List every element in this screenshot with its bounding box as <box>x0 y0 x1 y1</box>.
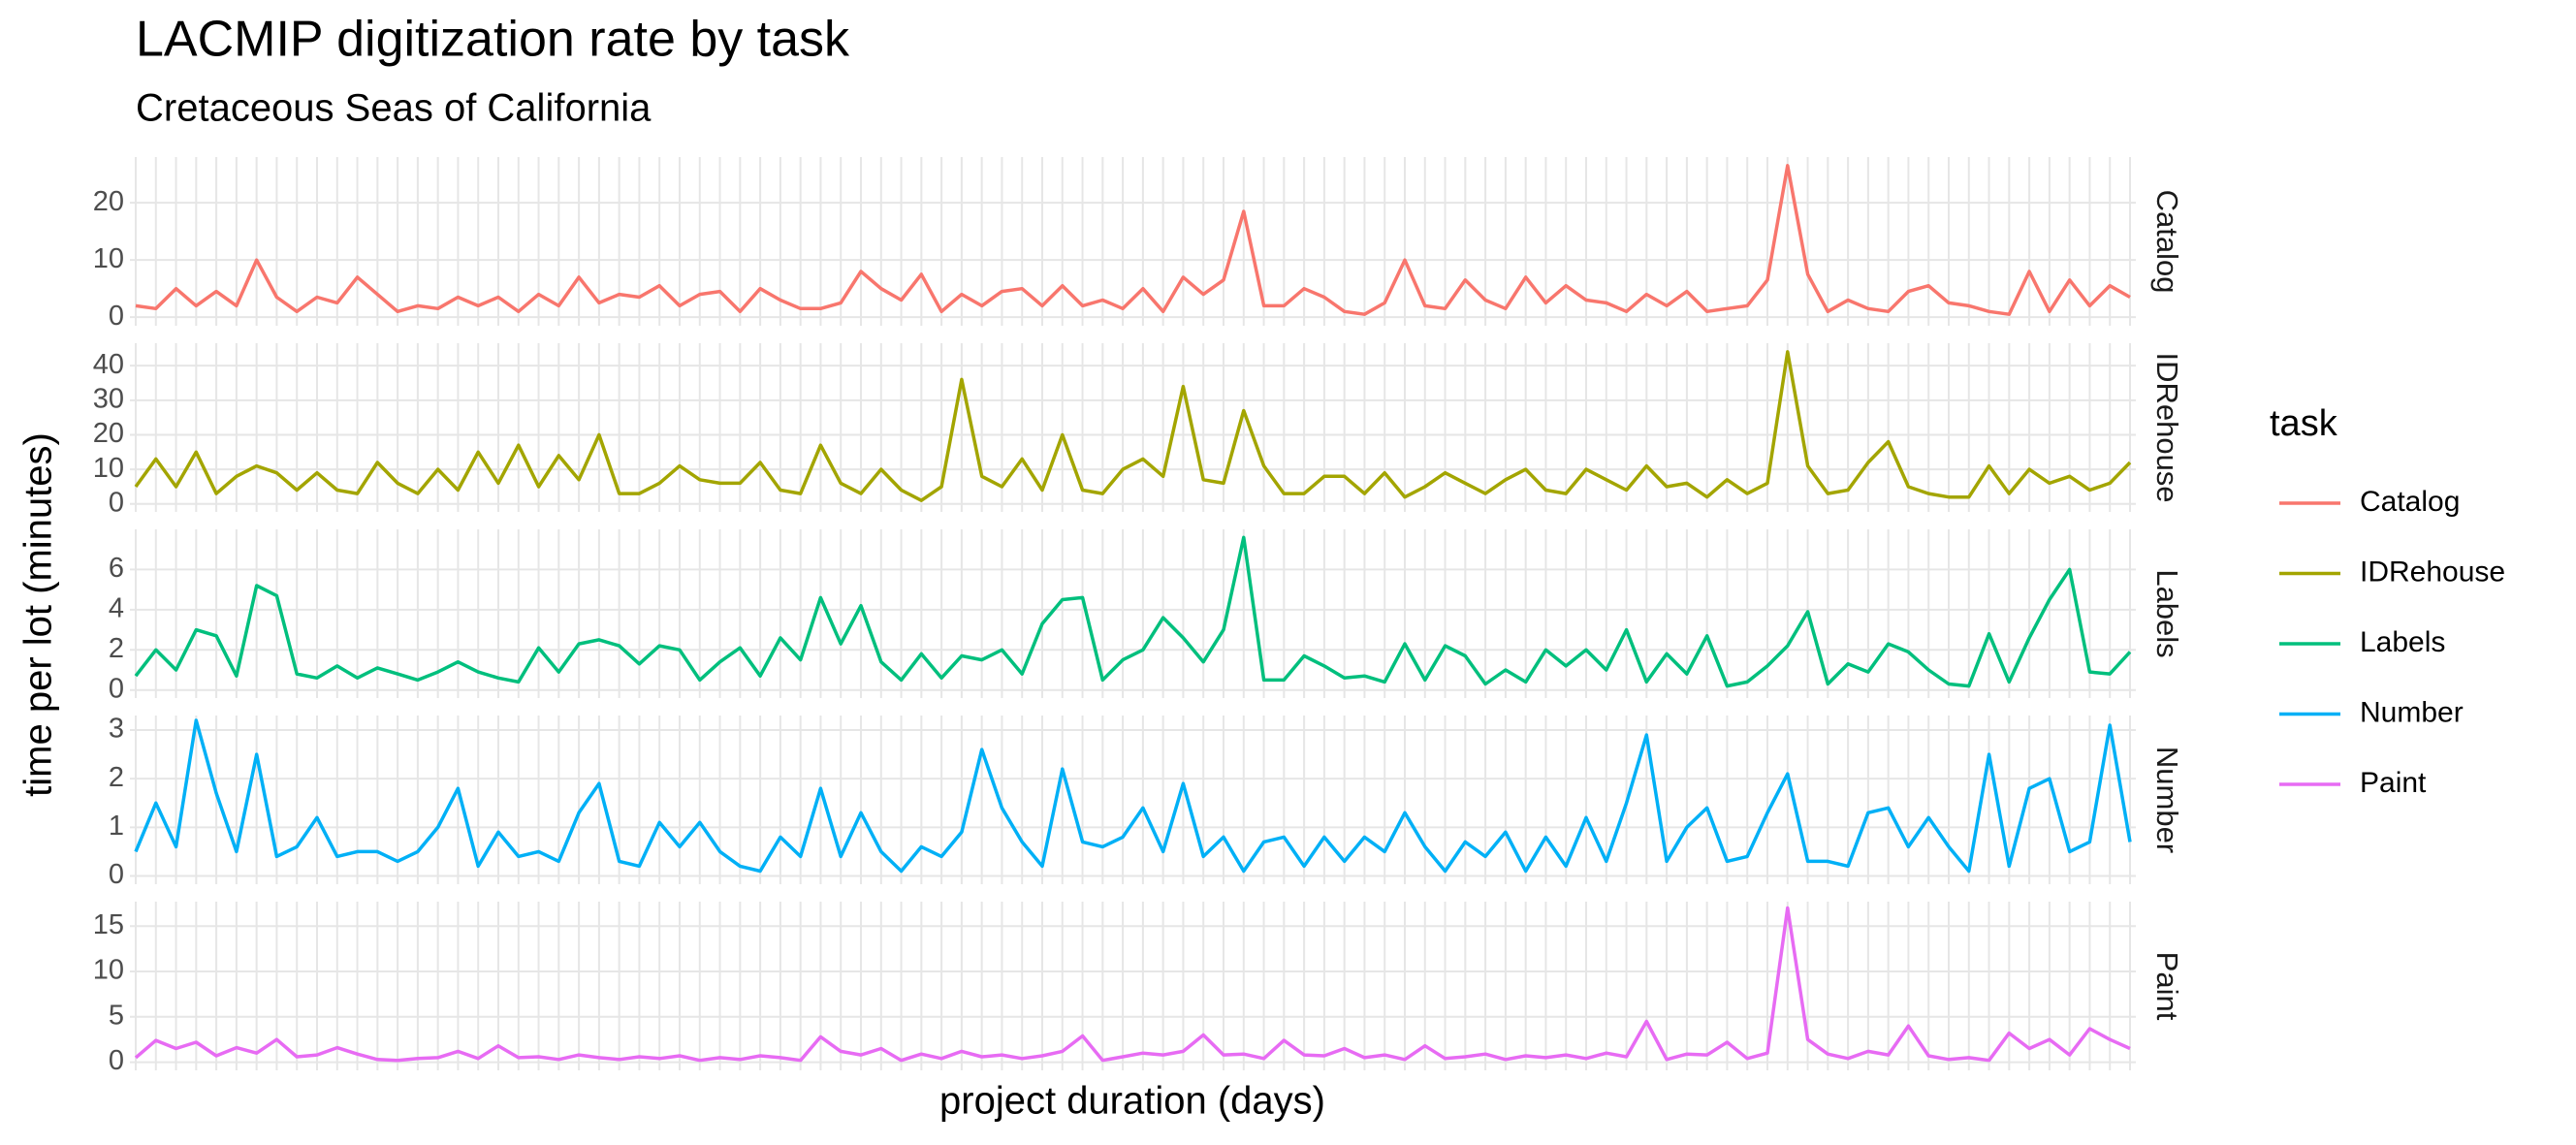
facet-strip-label: Number <box>2150 747 2184 853</box>
y-tick-label: 40 <box>93 349 124 380</box>
y-tick-label: 30 <box>93 383 124 414</box>
y-tick-label: 0 <box>109 487 124 518</box>
facet-strip-label: Paint <box>2150 952 2184 1021</box>
x-axis-label: project duration (days) <box>939 1080 1325 1123</box>
legend-label: Labels <box>2360 626 2445 658</box>
y-tick-label: 2 <box>109 633 124 664</box>
y-tick-label: 10 <box>93 453 124 484</box>
y-tick-label: 4 <box>109 593 124 624</box>
facet-strip-label: Labels <box>2150 569 2184 657</box>
y-tick-label: 0 <box>109 1045 124 1076</box>
y-tick-label: 1 <box>109 811 124 842</box>
y-tick-label: 3 <box>109 714 124 745</box>
legend-label: IDRehouse <box>2360 556 2505 588</box>
chart-title: LACMIP digitization rate by task <box>136 12 850 68</box>
data-line <box>135 164 2131 316</box>
facet-panel: 0 2 4 6 Labels <box>109 529 2184 704</box>
legend-title: task <box>2270 403 2338 444</box>
y-tick-label: 10 <box>93 243 124 274</box>
legend-label: Catalog <box>2360 486 2460 518</box>
facet-strip-label: Catalog <box>2150 190 2184 294</box>
y-tick-label: 5 <box>109 1000 124 1031</box>
data-line <box>134 535 2132 688</box>
y-tick-label: 20 <box>93 186 124 217</box>
facet-panel: 0 5 10 15 Paint <box>93 902 2184 1076</box>
facet-panel: 0 1 2 3 Number <box>109 714 2184 890</box>
y-tick-label: 0 <box>109 859 124 890</box>
y-tick-label: 0 <box>109 673 124 704</box>
y-tick-label: 2 <box>109 762 124 793</box>
y-axis-label: time per lot (minutes) <box>17 432 60 797</box>
data-line <box>134 906 2131 1063</box>
data-line <box>134 718 2132 874</box>
y-tick-label: 0 <box>109 301 124 332</box>
y-tick-label: 6 <box>109 553 124 584</box>
data-line <box>134 350 2132 502</box>
facet-panel: 0 10 20 Catalog <box>93 157 2184 332</box>
legend-label: Paint <box>2360 767 2427 799</box>
y-tick-label: 15 <box>93 909 124 940</box>
y-tick-label: 20 <box>93 418 124 449</box>
chart-subtitle: Cretaceous Seas of California <box>136 87 652 130</box>
y-tick-label: 10 <box>93 955 124 986</box>
facet-strip-label: IDRehouse <box>2150 352 2184 502</box>
legend-label: Number <box>2360 696 2464 728</box>
